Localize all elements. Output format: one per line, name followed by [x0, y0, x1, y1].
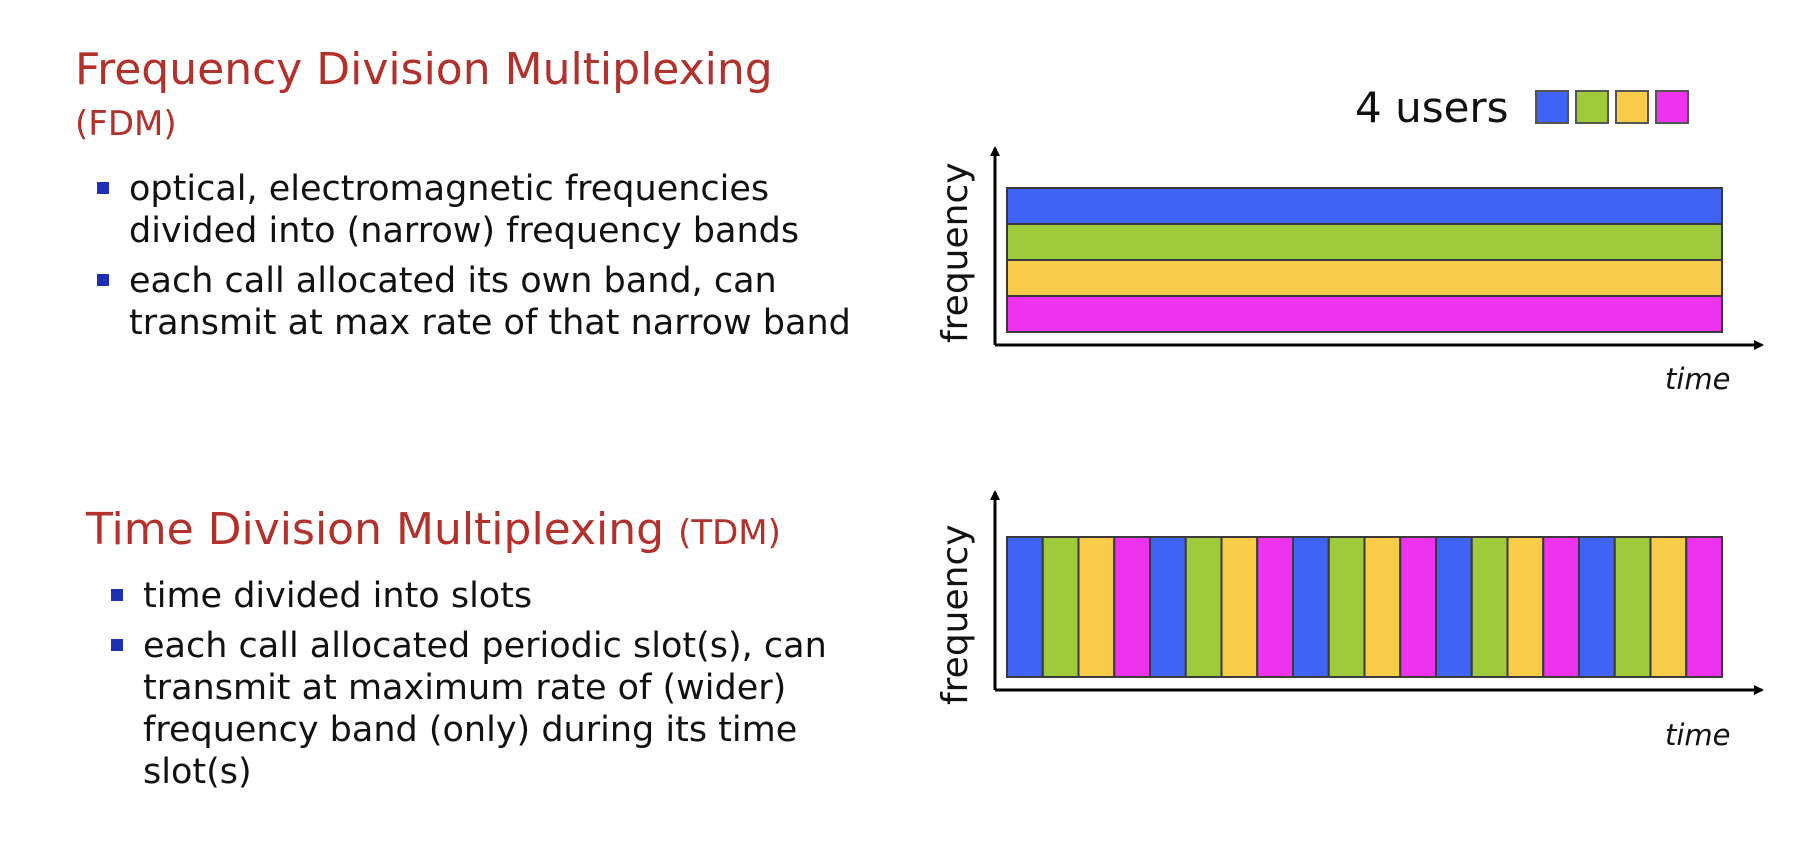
fdm-bullet-2: each call allocated its own band, can tr…	[97, 260, 857, 344]
tdm-title-text: Time Division Multiplexing	[86, 504, 665, 555]
tdm-title: Time Division Multiplexing (TDM)	[86, 504, 846, 556]
tdm-bullet-2: each call allocated periodic slot(s), ca…	[111, 625, 911, 793]
legend-swatch-user-4	[1654, 90, 1689, 124]
fdm-x-axis-label: time	[1665, 362, 1731, 396]
tdm-slot-user-3	[1649, 536, 1688, 678]
fdm-bullet-list: optical, electromagnetic frequencies div…	[97, 168, 857, 352]
tdm-abbr: (TDM)	[678, 513, 781, 553]
fdm-y-axis-label: frequency	[935, 162, 976, 343]
fdm-title-text: Frequency Division Multiplexing	[75, 44, 773, 95]
fdm-band-user-2	[1006, 223, 1723, 261]
tdm-slot-user-1	[1292, 536, 1330, 678]
user-legend: 4 users	[1355, 82, 1695, 132]
tdm-slot-user-3	[1363, 536, 1402, 678]
tdm-bullet-1: time divided into slots	[111, 575, 911, 617]
fdm-abbr: (FDM)	[75, 103, 177, 144]
tdm-slot-user-2	[1613, 536, 1652, 678]
legend-swatch-user-3	[1614, 90, 1649, 124]
tdm-slot-user-4	[1399, 536, 1437, 678]
fdm-bullet-1: optical, electromagnetic frequencies div…	[97, 168, 857, 252]
tdm-slot-user-3	[1077, 536, 1116, 678]
legend-label: 4 users	[1355, 82, 1509, 132]
tdm-slot-user-2	[1041, 536, 1080, 678]
tdm-slot-user-4	[1113, 536, 1151, 678]
tdm-slot-user-1	[1578, 536, 1616, 678]
tdm-slot-user-3	[1220, 536, 1259, 678]
legend-swatch-user-1	[1534, 90, 1569, 124]
tdm-x-axis-label: time	[1665, 718, 1731, 752]
tdm-slot-user-1	[1435, 536, 1473, 678]
tdm-slot-user-2	[1184, 536, 1223, 678]
tdm-bullet-list: time divided into slots each call alloca…	[111, 575, 911, 801]
tdm-slot-user-3	[1506, 536, 1545, 678]
tdm-slot-group	[1006, 536, 1723, 678]
fdm-band-group	[1006, 187, 1723, 333]
legend-swatch-user-2	[1574, 90, 1609, 124]
tdm-slot-user-1	[1149, 536, 1187, 678]
fdm-band-user-1	[1006, 187, 1723, 225]
fdm-band-user-3	[1006, 259, 1723, 297]
tdm-slot-user-4	[1256, 536, 1294, 678]
tdm-slot-user-2	[1327, 536, 1366, 678]
tdm-slot-user-4	[1542, 536, 1580, 678]
fdm-band-user-4	[1006, 295, 1723, 333]
tdm-y-axis-label: frequency	[935, 524, 976, 705]
fdm-title: Frequency Division Multiplexing (FDM)	[75, 44, 835, 146]
tdm-slot-user-2	[1470, 536, 1509, 678]
tdm-slot-user-1	[1006, 536, 1044, 678]
tdm-slot-user-4	[1685, 536, 1723, 678]
